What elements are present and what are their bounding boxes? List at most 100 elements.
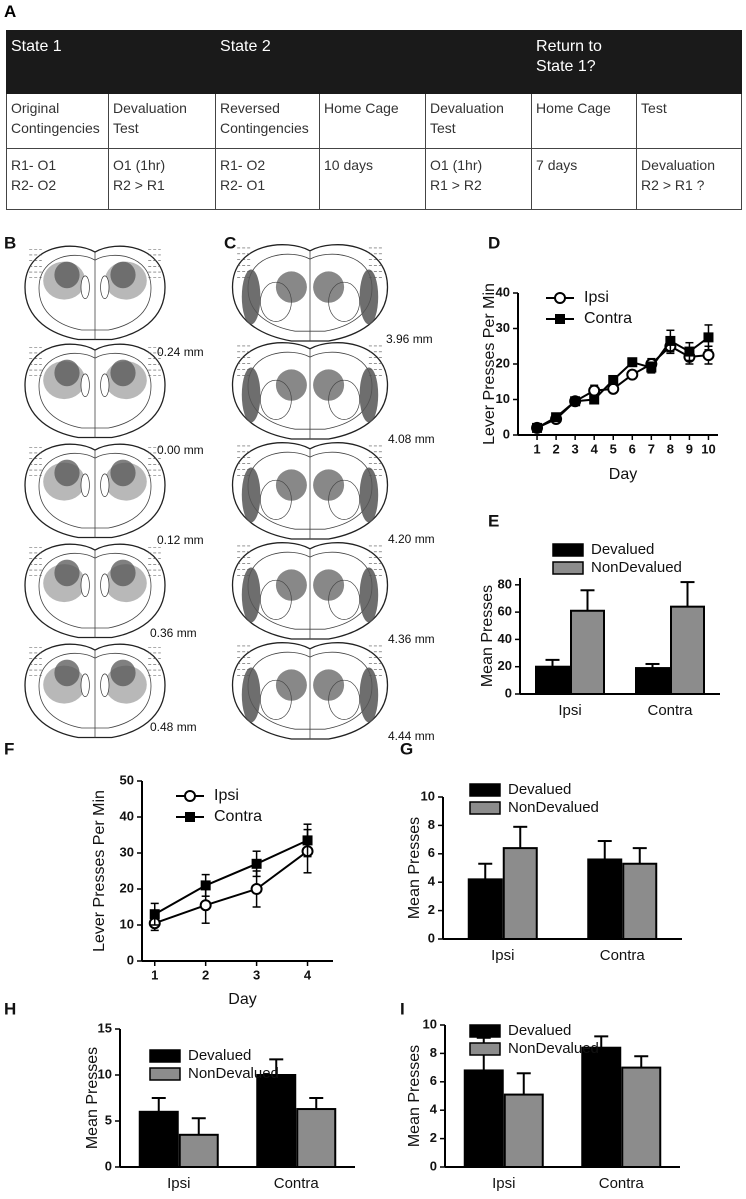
panel-label: B [4,233,16,252]
table-cell: R1- O1 R2- O2 [6,148,109,210]
error-bar [191,1117,206,1135]
y-tick-label: 50 [120,772,134,787]
error-bar [634,1055,649,1068]
y-tick-label: 2 [428,902,435,917]
marker [607,382,620,395]
brain-ventricle [100,373,110,398]
legend-label: Ipsi [584,289,609,306]
y-axis-title: Mean Presses [406,817,423,919]
y-tick-label: 60 [498,604,512,619]
legend-swatch [469,1042,501,1056]
header-text: Return to State 1? [536,38,602,75]
y-tick-label: 10 [496,391,510,406]
y-tick-label: 0 [428,930,435,945]
x-tick-label: Contra [274,1175,320,1192]
cell-line: O1 (1hr) [430,157,483,173]
cell-text: Test [641,100,667,116]
error-bar [632,847,647,864]
brain-structure [328,579,360,620]
bar [463,1069,504,1168]
x-tick-label: 3 [253,967,260,982]
bar [502,847,538,940]
error-bar [680,581,695,607]
marker [588,384,601,397]
table-cell: Devaluation Test [425,93,533,149]
legend-label: Contra [214,808,262,825]
cell-line: R1 > R2 [430,177,482,193]
brain-structure [260,679,292,720]
x-tick-label: 6 [629,441,636,456]
lesion-area [110,359,136,387]
cell-line: R2 > R1 [113,177,165,193]
header-cell: State 1 [5,30,217,94]
x-tick-label: Contra [599,1175,645,1192]
y-tick-label: 80 [498,576,512,591]
error-bar [645,662,660,669]
panel-label: H [4,999,16,1018]
y-tick-label: 15 [98,1020,112,1035]
section-depth: 4.36 mm [388,632,435,646]
legend-swatch [149,1049,181,1063]
y-tick-label: 0 [430,1158,437,1173]
section-depth: 0.36 mm [150,626,197,640]
cell-text: Original Contingencies [11,100,100,136]
table-cell: O1 (1hr) R1 > R2 [425,148,533,210]
section-depth: 0.48 mm [150,720,197,734]
section-depth: 0.00 mm [157,443,204,457]
legend-label: Devalued [591,541,654,558]
series-line [536,345,709,429]
marker [570,396,581,407]
cell-line: R1- O2 [220,157,266,173]
y-tick-label: 0 [127,952,134,967]
design-table: State 1 State 2 Return to State 1? Origi… [5,30,743,210]
x-axis-title: Day [609,466,637,483]
brain-structure [328,281,360,322]
bar [138,1110,179,1169]
lesion-area [110,459,136,487]
bar [296,1108,337,1169]
y-tick-label: 8 [428,817,435,832]
lesion-area [241,467,261,523]
lesion-area [313,369,345,401]
cell-line: 7 days [536,157,578,173]
table-cell: Test [636,93,743,149]
legend-swatch [469,783,501,797]
lesion-area [275,569,307,601]
section-depth: 0.12 mm [157,533,204,547]
marker [302,835,313,846]
error-bar [580,589,595,611]
cell-line: R2- O2 [11,177,57,193]
legend-label: Devalued [508,781,571,798]
y-tick-label: 10 [98,1066,112,1081]
cell-line: 10 days [324,157,374,173]
brain-ventricle [80,673,90,697]
marker [532,422,543,433]
brain-structure [260,281,292,322]
marker [702,349,715,362]
x-tick-label: Ipsi [167,1175,190,1192]
lesion-area [241,367,261,423]
y-tick-label: 10 [423,1016,437,1031]
bar [256,1074,297,1168]
marker [551,412,562,423]
header-text: State 1 [11,38,62,55]
lesion-area [275,271,307,303]
x-tick-label: 7 [648,441,655,456]
marker [703,332,714,343]
y-tick-label: 2 [430,1130,437,1145]
y-tick-label: 4 [428,874,436,889]
section-depth: 4.08 mm [388,432,435,446]
brain-structure [328,479,360,520]
marker [199,899,212,912]
lesion-area [359,367,379,423]
section-depth: 4.20 mm [388,532,435,546]
y-tick-label: 5 [105,1112,112,1127]
y-tick-label: 10 [421,788,435,803]
brain-ventricle [100,673,110,697]
x-tick-label: Contra [647,702,693,719]
brain-structure [328,679,360,720]
y-tick-label: 30 [496,320,510,335]
brain-ventricle [100,275,110,300]
